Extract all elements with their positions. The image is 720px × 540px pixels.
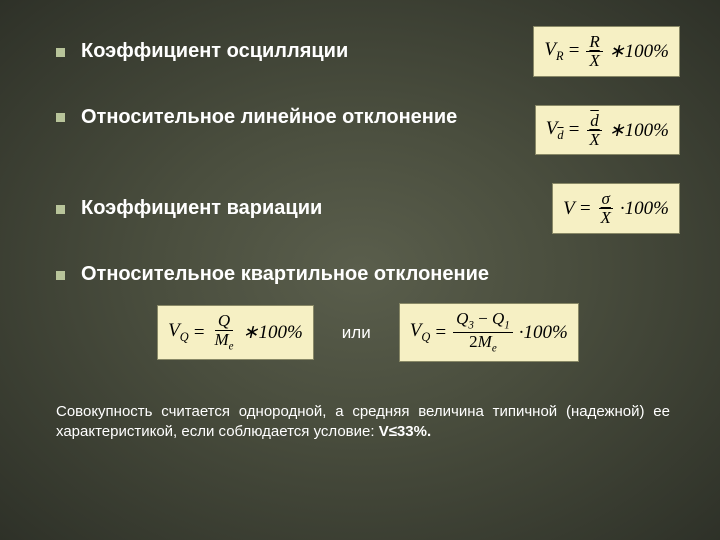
f1-lhs: V — [544, 39, 556, 60]
fq2-minus: − — [478, 309, 488, 328]
f2-lhs: V — [546, 118, 558, 139]
item-linear-deviation: Относительное линейное отклонение Vd = d… — [56, 105, 680, 156]
fq2-num-r: Q — [492, 309, 504, 328]
fq2-den-sub: e — [492, 342, 497, 354]
f3-den: X — [601, 208, 611, 227]
f1-num: R — [586, 33, 602, 52]
footer-note: Совокупность считается однородной, а сре… — [56, 402, 680, 443]
f3-num: σ — [599, 190, 613, 209]
fq1-tail: ∗100% — [243, 321, 303, 344]
quartile-formulas: VQ = Q Me ∗100% или VQ = Q3 − Q1 2Me — [56, 303, 680, 362]
item-oscillation: Коэффициент осцилляции VR = R X ∗100% — [56, 26, 680, 77]
footer-condition: V≤33%. — [379, 423, 431, 440]
fq2-den-pre: 2 — [469, 332, 478, 351]
item-variation: Коэффициент вариации V = σ X ·100% — [56, 183, 680, 234]
fq2-num-r-sub: 1 — [504, 319, 510, 331]
fq1-lhs-sub: Q — [180, 330, 189, 344]
footer-text: Совокупность считается однородной, а сре… — [56, 403, 670, 440]
f2-tail: ∗100% — [609, 119, 669, 142]
fq2-tail: ·100% — [519, 322, 568, 344]
label-variation: Коэффициент вариации — [81, 196, 552, 221]
fq2-lhs: V — [410, 320, 422, 341]
f1-tail: ∗100% — [609, 40, 669, 63]
f2-lhs-sub: d — [557, 127, 563, 141]
fq2-den: M — [478, 332, 492, 351]
bullet-icon — [56, 205, 65, 214]
fq2-num-l: Q — [456, 309, 468, 328]
f2-den: X — [589, 130, 599, 149]
formula-linear-deviation: Vd = d X ∗100% — [535, 105, 680, 156]
formula-quartile-left: VQ = Q Me ∗100% — [157, 305, 314, 360]
f3-lhs: V — [563, 198, 575, 220]
label-linear-deviation: Относительное линейное отклонение — [81, 105, 535, 130]
formula-oscillation: VR = R X ∗100% — [533, 26, 680, 77]
f2-num: d — [590, 111, 599, 130]
fq1-num: Q — [215, 312, 233, 331]
formula-variation: V = σ X ·100% — [552, 183, 680, 234]
f1-den: X — [589, 51, 599, 70]
fq2-lhs-sub: Q — [421, 330, 430, 344]
f1-lhs-sub: R — [556, 49, 564, 63]
separator-or: или — [342, 323, 371, 343]
slide: Коэффициент осцилляции VR = R X ∗100% От… — [0, 0, 720, 540]
fq1-lhs: V — [168, 320, 180, 341]
label-quartile: Относительное квартильное отклонение — [81, 262, 680, 287]
fq1-den: M — [214, 330, 228, 349]
formula-quartile-right: VQ = Q3 − Q1 2Me ·100% — [399, 303, 579, 362]
bullet-icon — [56, 271, 65, 280]
item-quartile: Относительное квартильное отклонение — [56, 262, 680, 287]
bullet-icon — [56, 113, 65, 122]
fq1-den-sub: e — [229, 340, 234, 352]
fq2-num-l-sub: 3 — [468, 319, 474, 331]
bullet-icon — [56, 48, 65, 57]
label-oscillation: Коэффициент осцилляции — [81, 39, 533, 64]
f3-tail: ·100% — [620, 198, 669, 220]
